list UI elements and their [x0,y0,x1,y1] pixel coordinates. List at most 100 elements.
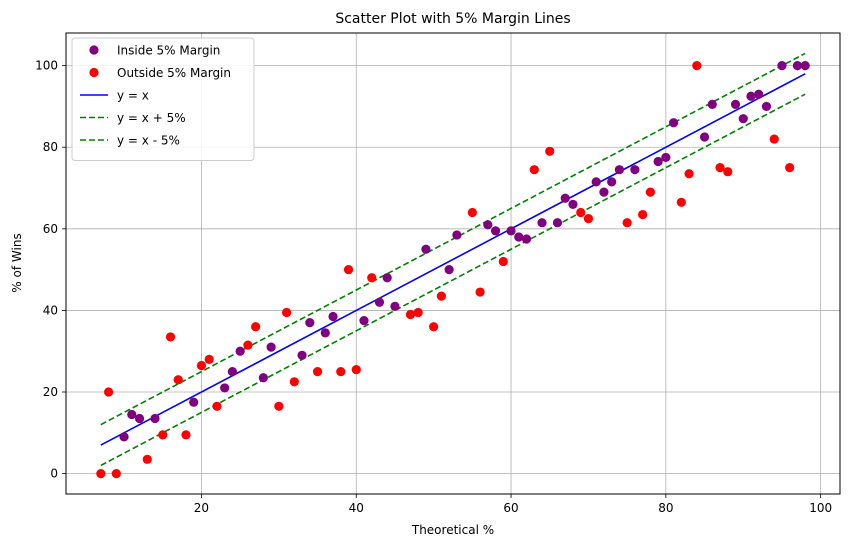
scatter-point-series-1 [96,469,106,479]
scatter-point-series-1 [576,207,586,218]
scatter-point-series-1 [111,469,121,479]
scatter-point-series-1 [676,197,686,207]
y-tick-label: 60 [43,222,58,236]
scatter-point-series-0 [266,342,276,352]
scatter-point-series-1 [405,309,416,320]
legend-box [71,37,255,161]
legend-marker [89,45,99,55]
scatter-point-series-0 [521,234,532,244]
scatter-point-series-1 [336,367,346,377]
scatter-point-series-0 [699,132,710,142]
scatter-point-series-0 [189,397,199,407]
x-tick-label: 60 [503,501,518,515]
scatter-point-series-0 [730,99,741,109]
scatter-point-series-0 [328,311,338,322]
scatter-point-series-0 [359,316,369,326]
scatter-point-series-1 [692,61,702,71]
scatter-point-series-0 [761,101,772,112]
scatter-point-series-1 [545,146,555,156]
scatter-point-series-0 [258,373,268,383]
scatter-point-series-1 [645,187,655,197]
scatter-point-series-0 [506,226,516,236]
scatter-point-series-0 [444,265,454,275]
scatter-point-series-0 [661,152,671,163]
scatter-point-series-0 [235,346,245,356]
series-line-4 [100,93,806,467]
scatter-point-series-0 [754,89,764,99]
reference-lines [100,52,806,467]
scatter-point-series-1 [723,167,733,177]
scatter-point-series-1 [281,307,292,318]
scatter-point-series-0 [305,318,315,328]
scatter-point-series-0 [374,297,385,307]
scatter-point-series-1 [715,163,725,173]
plot-frame [65,32,841,495]
x-axis-ticks: 20 40 60 80 100 [194,494,832,515]
scatter-point-series-1 [181,430,191,440]
y-tick-label: 100 [35,59,58,73]
y-tick-label: 20 [43,385,58,399]
scatter-point-series-1 [367,273,377,283]
scatter-point-series-0 [653,156,663,167]
scatter-point-series-0 [297,350,307,360]
scatter-point-series-1 [351,364,361,375]
y-axis-ticks: 0 20 40 60 80 100 [35,59,66,481]
scatter-point-series-1 [622,218,632,228]
scatter-point-series-1 [274,401,284,411]
scatter-point-series-1 [165,332,176,342]
scatter-point-series-0 [568,199,578,209]
scatter-point-series-0 [792,61,803,71]
legend-label: y = x + 5% [117,111,186,125]
scatter-point-series-0 [490,226,501,236]
scatter-point-series-1 [583,214,594,224]
y-tick-label: 40 [43,303,58,317]
scatter-point-series-0 [746,91,756,101]
scatter-point-series-0 [607,177,617,187]
scatter-point-series-1 [475,287,485,297]
legend: Inside 5% Margin Outside 5% Margin y = x y … [71,37,255,161]
scatter-point-series-1 [785,163,795,173]
scatter-point-series-0 [227,367,238,377]
scatter-point-series-1 [413,307,423,318]
legend-label: Inside 5% Margin [117,44,220,58]
scatter-point-series-1 [312,367,323,377]
scatter-point-series-0 [390,301,400,311]
scatter-point-series-0 [320,328,330,338]
x-tick-label: 40 [349,501,364,515]
scatter-point-series-0 [614,165,625,175]
scatter-point-series-1 [769,134,779,144]
scatter-point-series-0 [630,165,640,175]
x-tick-label: 80 [658,501,673,515]
scatter-point-series-1 [429,322,439,332]
scatter-point-series-1 [204,354,214,364]
scatter-point-series-1 [142,454,152,464]
scatter-point-series-0 [127,409,137,420]
scatter-point-series-0 [421,244,431,254]
scatter-point-series-0 [552,218,563,228]
scatter-point-series-1 [436,291,446,301]
scatter-point-series-0 [537,218,547,228]
series-line-3 [100,52,806,426]
x-tick-label: 20 [194,501,209,515]
data-points [96,61,810,479]
scatter-point-series-0 [738,114,748,124]
scatter-point-series-1 [243,340,253,350]
scatter-point-series-0 [134,413,145,424]
scatter-point-series-1 [684,169,694,179]
y-tick-label: 0 [50,467,58,481]
scatter-point-series-0 [668,118,679,128]
y-tick-label: 80 [43,140,58,154]
scatter-point-series-1 [251,322,261,332]
scatter-point-series-1 [196,360,207,371]
scatter-point-series-1 [638,209,648,220]
scatter-point-series-0 [591,177,601,187]
scatter-point-series-0 [220,383,230,393]
scatter-point-series-1 [103,387,114,397]
y-axis-title: % of Wins [10,233,24,292]
scatter-point-series-0 [777,61,787,71]
series-line-2 [100,73,806,446]
scatter-point-series-1 [173,375,183,385]
scatter-point-series-0 [560,193,570,203]
scatter-point-series-0 [707,99,717,109]
